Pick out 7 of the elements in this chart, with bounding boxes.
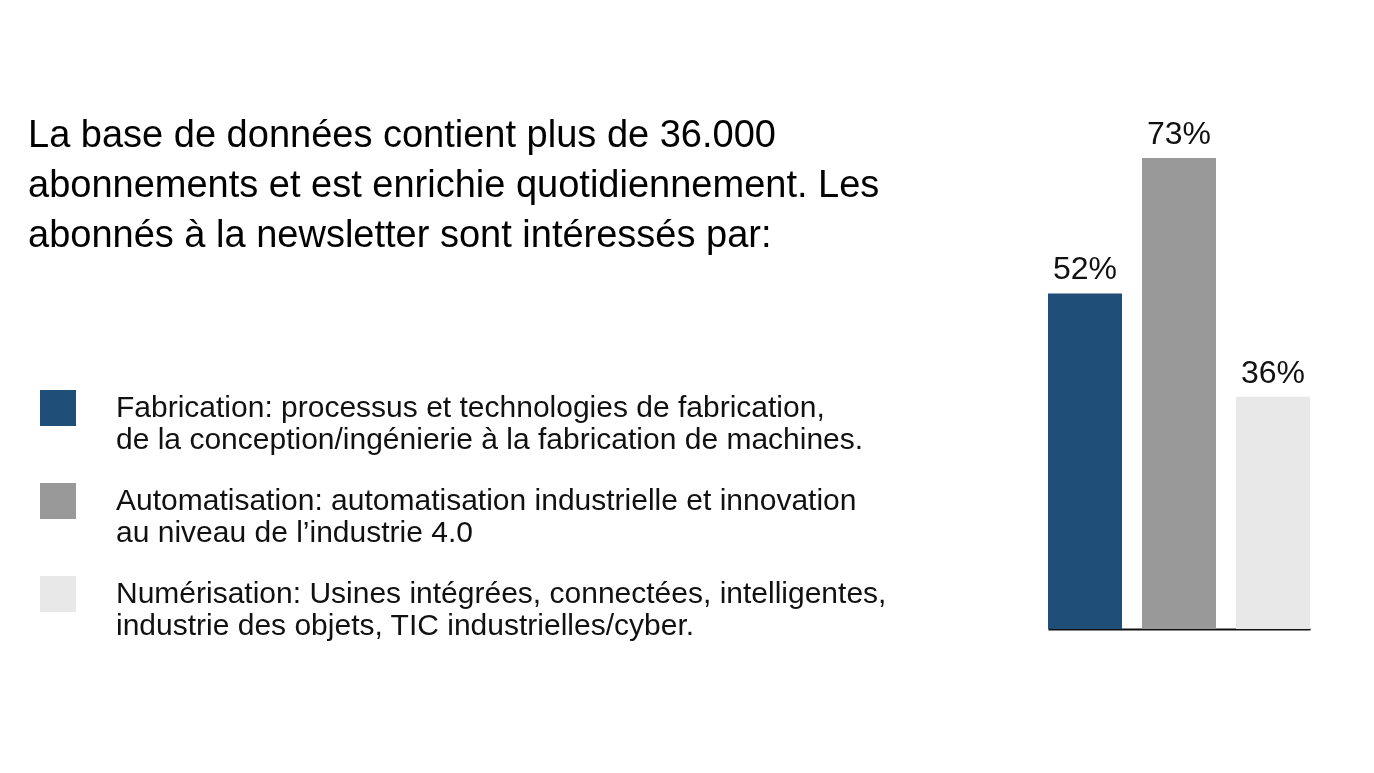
legend-label: Fabrication: processus et technologies de fabrication, de la conception/ingénierie à la fabrication de machines. [116,390,864,455]
data-label: 52% [1052,250,1118,287]
legend-label: Numérisation: Usines intégrées, connectées, intelligentes, industrie des objets, TIC industrielles/cyber. [116,576,887,641]
data-label: 73% [1146,115,1212,151]
legend-label: Automatisation: automatisation industrielle et innovation au niveau de l’industrie 4.0 [116,483,857,548]
text: La base de données contient plus de 36.000 abonnements et est enrichie quotidiennement. Les abonnés à la newsletter sont intéressés par: [28,113,880,255]
data-label: 36% [1240,353,1306,390]
